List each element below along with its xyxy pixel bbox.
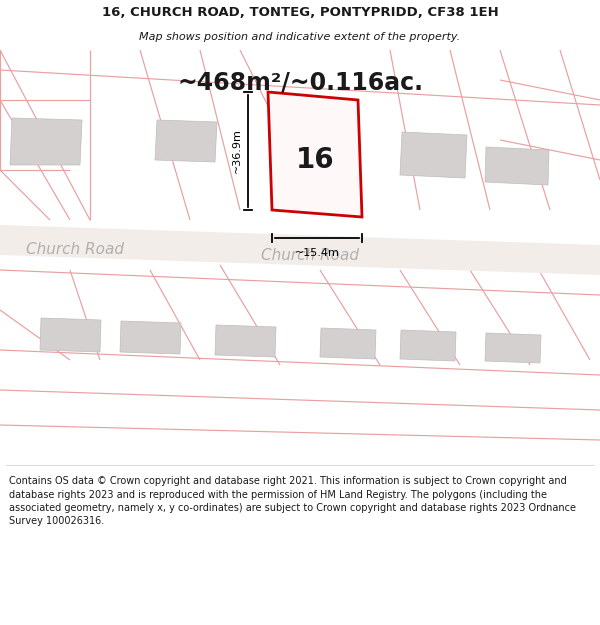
Text: ~36.9m: ~36.9m <box>232 129 242 173</box>
Text: 16, CHURCH ROAD, TONTEG, PONTYPRIDD, CF38 1EH: 16, CHURCH ROAD, TONTEG, PONTYPRIDD, CF3… <box>101 6 499 19</box>
Polygon shape <box>400 132 467 178</box>
Polygon shape <box>320 328 376 359</box>
Text: ~15.4m: ~15.4m <box>295 248 340 258</box>
Polygon shape <box>485 147 549 185</box>
Polygon shape <box>0 225 600 275</box>
Polygon shape <box>10 118 82 165</box>
Text: Map shows position and indicative extent of the property.: Map shows position and indicative extent… <box>139 32 461 43</box>
Polygon shape <box>215 325 276 357</box>
Polygon shape <box>485 333 541 363</box>
Text: Church Road: Church Road <box>26 242 124 258</box>
Text: Church Road: Church Road <box>261 248 359 262</box>
Text: ~468m²/~0.116ac.: ~468m²/~0.116ac. <box>177 70 423 94</box>
Polygon shape <box>40 318 101 352</box>
Polygon shape <box>268 92 362 217</box>
Polygon shape <box>120 321 181 354</box>
Polygon shape <box>155 120 217 162</box>
Text: 16: 16 <box>296 146 334 174</box>
Polygon shape <box>280 139 337 185</box>
Text: Contains OS data © Crown copyright and database right 2021. This information is : Contains OS data © Crown copyright and d… <box>9 476 576 526</box>
Polygon shape <box>400 330 456 361</box>
